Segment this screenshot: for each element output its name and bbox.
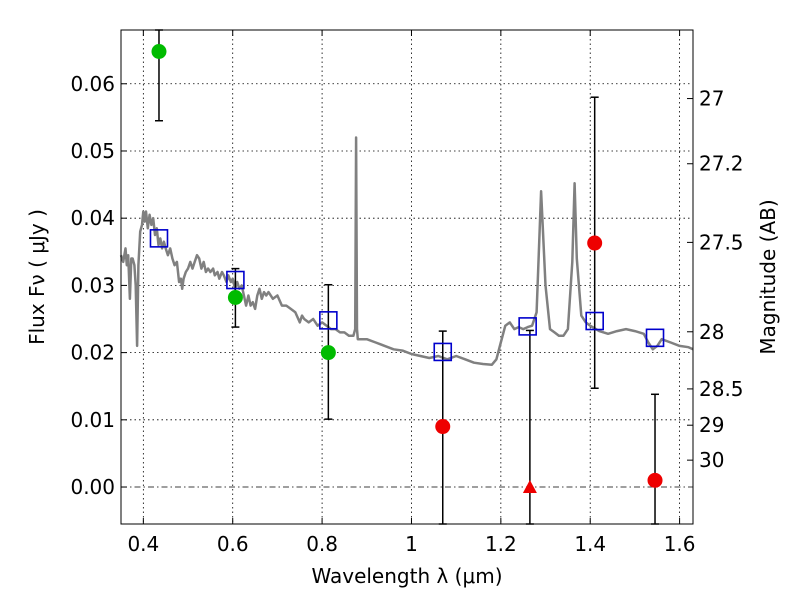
x-axis-label: Wavelength λ (μm) — [311, 564, 502, 588]
y-tick-label-4: 0.04 — [70, 206, 115, 230]
non-detection-point-0 — [435, 419, 451, 435]
model-photometry-square-5 — [585, 311, 604, 331]
right-tick-label-4: 28.5 — [699, 377, 744, 401]
non-detection-point-1 — [587, 235, 603, 251]
x-tick-label-3: 1 — [405, 532, 418, 556]
right-tick-label-0: 27 — [699, 87, 724, 111]
detection-point-2 — [320, 345, 336, 361]
right-tick-label-1: 27.2 — [699, 152, 744, 176]
x-tick-label-1: 0.6 — [217, 532, 249, 556]
y-tick-label-6: 0.06 — [70, 72, 115, 96]
detection-point-0 — [151, 44, 167, 60]
upper-limit-triangle-0 — [522, 480, 537, 494]
y-tick-label-1: 0.01 — [70, 408, 115, 432]
grid — [121, 30, 693, 524]
detection-point-1 — [227, 289, 243, 305]
y-tick-label-0: 0.00 — [70, 475, 115, 499]
x-tick-label-0: 0.4 — [127, 532, 159, 556]
right-tick-label-3: 28 — [699, 320, 724, 344]
model-photometry-square-2 — [319, 311, 338, 330]
model-photometry-square-3 — [433, 342, 453, 362]
model-sed-line — [119, 136, 694, 366]
x-tick-label-2: 0.8 — [306, 532, 338, 556]
ticks: 0.4 0.6 0.8 1 1.2 1.4 1.6 0.00 0.01 0.02 0.03 0.04 0… — [70, 30, 744, 556]
right-axis-label: Magnitude (AB) — [756, 199, 780, 354]
y-tick-label-3: 0.03 — [70, 273, 115, 297]
y-axis-label: Flux Fν ( μJy ) — [25, 209, 49, 345]
model-photometry-square-4 — [518, 317, 537, 336]
x-tick-label-4: 1.2 — [485, 532, 517, 556]
model-photometry-square-0 — [149, 229, 169, 248]
right-tick-label-5: 29 — [699, 413, 724, 437]
y-tick-label-2: 0.02 — [70, 341, 115, 365]
series — [119, 29, 694, 525]
x-tick-label-6: 1.6 — [664, 532, 696, 556]
model-photometry-square-1 — [226, 270, 245, 290]
y-tick-label-5: 0.05 — [70, 139, 115, 163]
plot-frame — [120, 29, 694, 525]
non-detection-point-2 — [647, 472, 663, 488]
right-tick-label-6: 30 — [699, 448, 724, 472]
right-tick-label-2: 27.5 — [699, 230, 744, 254]
model-photometry-square-6 — [645, 328, 665, 348]
x-tick-label-5: 1.4 — [574, 532, 606, 556]
